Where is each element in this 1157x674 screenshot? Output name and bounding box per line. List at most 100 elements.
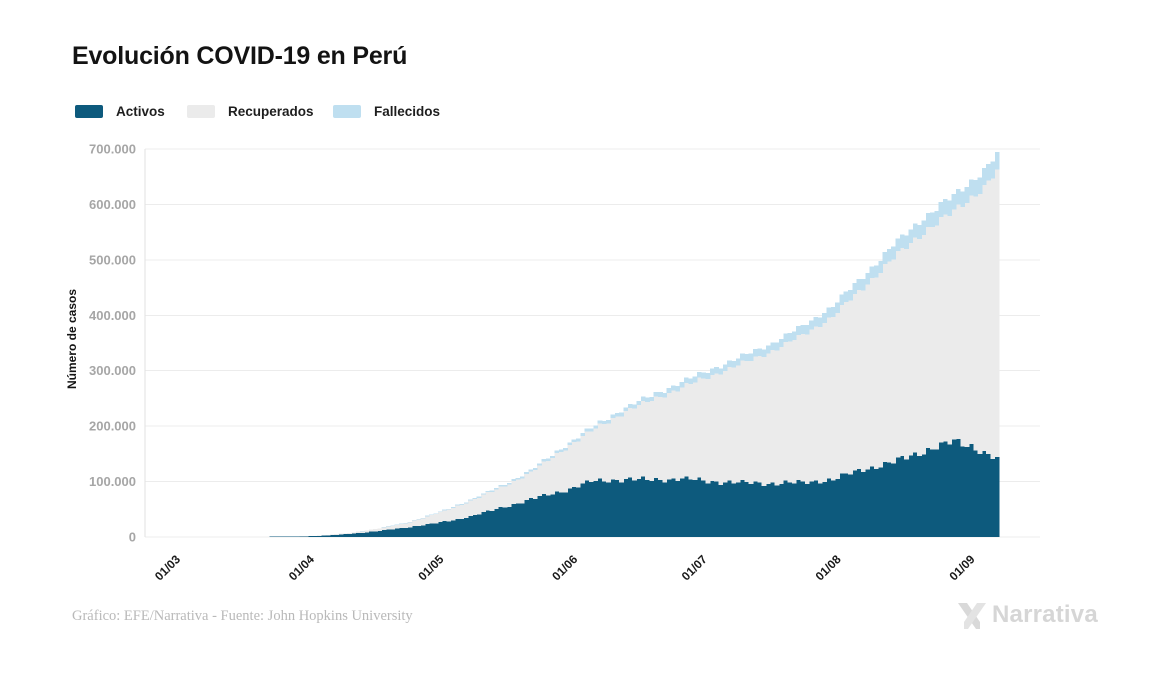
bar-activos xyxy=(800,481,806,537)
bar-recuperados xyxy=(373,529,378,532)
bar-fallecidos xyxy=(588,428,594,432)
bar-fallecidos xyxy=(908,229,914,243)
bar-recuperados xyxy=(930,227,935,450)
bar-recuperados xyxy=(813,326,819,481)
bar-activos xyxy=(342,534,348,537)
bar-fallecidos xyxy=(930,212,935,228)
bar-fallecidos xyxy=(705,373,711,380)
bar-fallecidos xyxy=(791,331,797,341)
bar-fallecidos xyxy=(576,438,581,442)
bar-recuperados xyxy=(990,178,996,459)
chart-title: Evolución COVID-19 en Perú xyxy=(72,42,408,70)
bar-recuperados xyxy=(869,278,875,467)
bar-activos xyxy=(921,454,927,537)
bar-activos xyxy=(316,536,322,537)
bar-recuperados xyxy=(601,424,607,482)
bar-recuperados xyxy=(515,479,521,504)
bar-fallecidos xyxy=(627,403,633,408)
bar-recuperados xyxy=(692,382,698,481)
bar-activos xyxy=(571,486,577,537)
bar-fallecidos xyxy=(753,349,758,357)
bar-activos xyxy=(813,480,819,537)
bar-fallecidos xyxy=(515,477,521,480)
bar-activos xyxy=(722,482,728,537)
bar-recuperados xyxy=(891,259,896,464)
bar-fallecidos xyxy=(437,511,443,513)
bar-recuperados xyxy=(934,225,940,450)
bar-recuperados xyxy=(899,247,905,457)
bar-fallecidos xyxy=(671,385,676,391)
bar-fallecidos xyxy=(800,325,806,335)
bar-activos xyxy=(576,487,581,537)
bar-fallecidos xyxy=(722,364,728,371)
bar-recuperados xyxy=(744,360,750,482)
bar-recuperados xyxy=(459,504,465,519)
bar-recuperados xyxy=(860,290,866,473)
bar-fallecidos xyxy=(558,449,564,453)
bar-fallecidos xyxy=(899,234,905,248)
bar-activos xyxy=(709,481,715,537)
bar-recuperados xyxy=(411,520,417,527)
bar-activos xyxy=(852,470,858,537)
bar-activos xyxy=(472,515,478,537)
bar-activos xyxy=(424,524,430,537)
bar-fallecidos xyxy=(692,376,698,383)
bar-recuperados xyxy=(437,512,443,523)
bar-activos xyxy=(977,454,983,537)
bar-activos xyxy=(748,483,754,537)
bar-fallecidos xyxy=(925,212,931,228)
bar-activos xyxy=(791,483,797,537)
bar-fallecidos xyxy=(632,404,637,409)
bar-fallecidos xyxy=(783,333,788,342)
bar-recuperados xyxy=(653,396,659,479)
bar-activos xyxy=(658,480,663,537)
bar-fallecidos xyxy=(714,367,719,374)
bar-activos xyxy=(934,449,940,537)
bar-recuperados xyxy=(368,529,374,532)
bar-activos xyxy=(398,527,404,537)
bar-recuperados xyxy=(416,519,421,526)
legend-swatch-activos xyxy=(75,104,103,118)
bar-activos xyxy=(666,479,672,537)
bar-activos xyxy=(882,461,888,537)
bar-recuperados xyxy=(865,284,871,470)
bar-recuperados xyxy=(355,531,361,534)
bar-activos xyxy=(640,476,646,537)
bar-recuperados xyxy=(606,423,611,483)
bar-recuperados xyxy=(334,534,339,535)
bar-recuperados xyxy=(951,209,957,440)
bar-activos xyxy=(351,533,357,537)
bar-activos xyxy=(705,483,711,537)
bar-fallecidos xyxy=(528,469,534,472)
bar-fallecidos xyxy=(683,377,689,383)
bar-fallecidos xyxy=(429,514,434,515)
bar-fallecidos xyxy=(973,180,978,197)
bar-fallecidos xyxy=(493,487,499,490)
bar-recuperados xyxy=(960,207,966,447)
y-tick-label: 300.000 xyxy=(89,363,136,378)
bar-recuperados xyxy=(994,169,1000,457)
bar-fallecidos xyxy=(951,193,957,210)
bar-activos xyxy=(938,442,944,537)
bar-activos xyxy=(679,478,685,537)
bar-fallecidos xyxy=(727,360,732,367)
bar-activos xyxy=(338,534,344,537)
bar-activos xyxy=(804,484,810,537)
bar-activos xyxy=(886,462,892,537)
bar-activos xyxy=(606,482,611,537)
bar-recuperados xyxy=(489,491,495,511)
bar-fallecidos xyxy=(770,342,776,351)
bar-fallecidos xyxy=(606,419,611,424)
bar-recuperados xyxy=(493,489,499,510)
bar-activos xyxy=(563,492,568,537)
bar-fallecidos xyxy=(610,414,616,418)
bar-activos xyxy=(386,529,391,537)
bar-activos xyxy=(407,527,413,537)
bar-fallecidos xyxy=(852,282,858,294)
bar-recuperados xyxy=(852,293,858,471)
bar-fallecidos xyxy=(472,497,478,499)
bar-recuperados xyxy=(766,353,771,484)
bar-activos xyxy=(873,468,879,537)
bar-recuperados xyxy=(429,514,434,524)
bar-recuperados xyxy=(386,526,391,530)
